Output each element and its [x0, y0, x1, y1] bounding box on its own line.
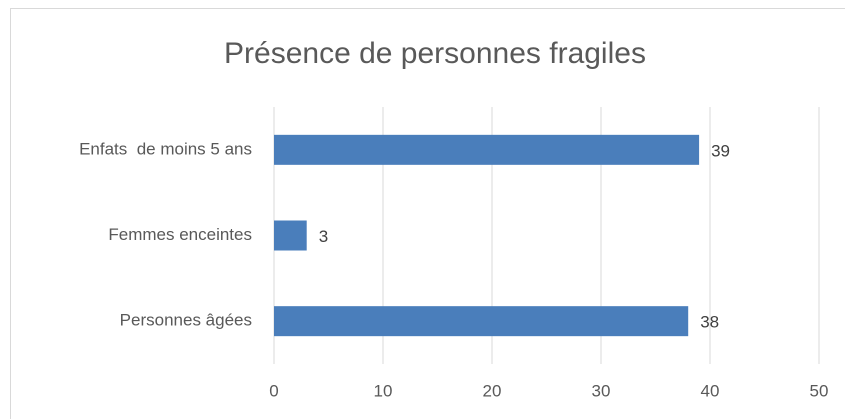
chart-frame: [10, 8, 845, 419]
data-label: 38: [700, 313, 719, 332]
x-tick-label: 40: [701, 381, 720, 400]
bar: [274, 220, 307, 251]
x-tick-label: 20: [483, 381, 502, 400]
x-tick-label: 0: [269, 381, 278, 400]
data-label: 39: [711, 141, 730, 160]
y-tick-label: Personnes âgées: [120, 311, 252, 330]
y-tick-label: Enfats de moins 5 ans: [79, 139, 252, 158]
x-tick-label: 10: [374, 381, 393, 400]
x-tick-label: 50: [810, 381, 829, 400]
x-tick-label: 30: [592, 381, 611, 400]
chart-title: Présence de personnes fragiles: [224, 37, 646, 70]
bar: [274, 306, 689, 337]
data-label: 3: [319, 227, 328, 246]
bar: [274, 134, 700, 165]
y-tick-label: Femmes enceintes: [108, 225, 252, 244]
